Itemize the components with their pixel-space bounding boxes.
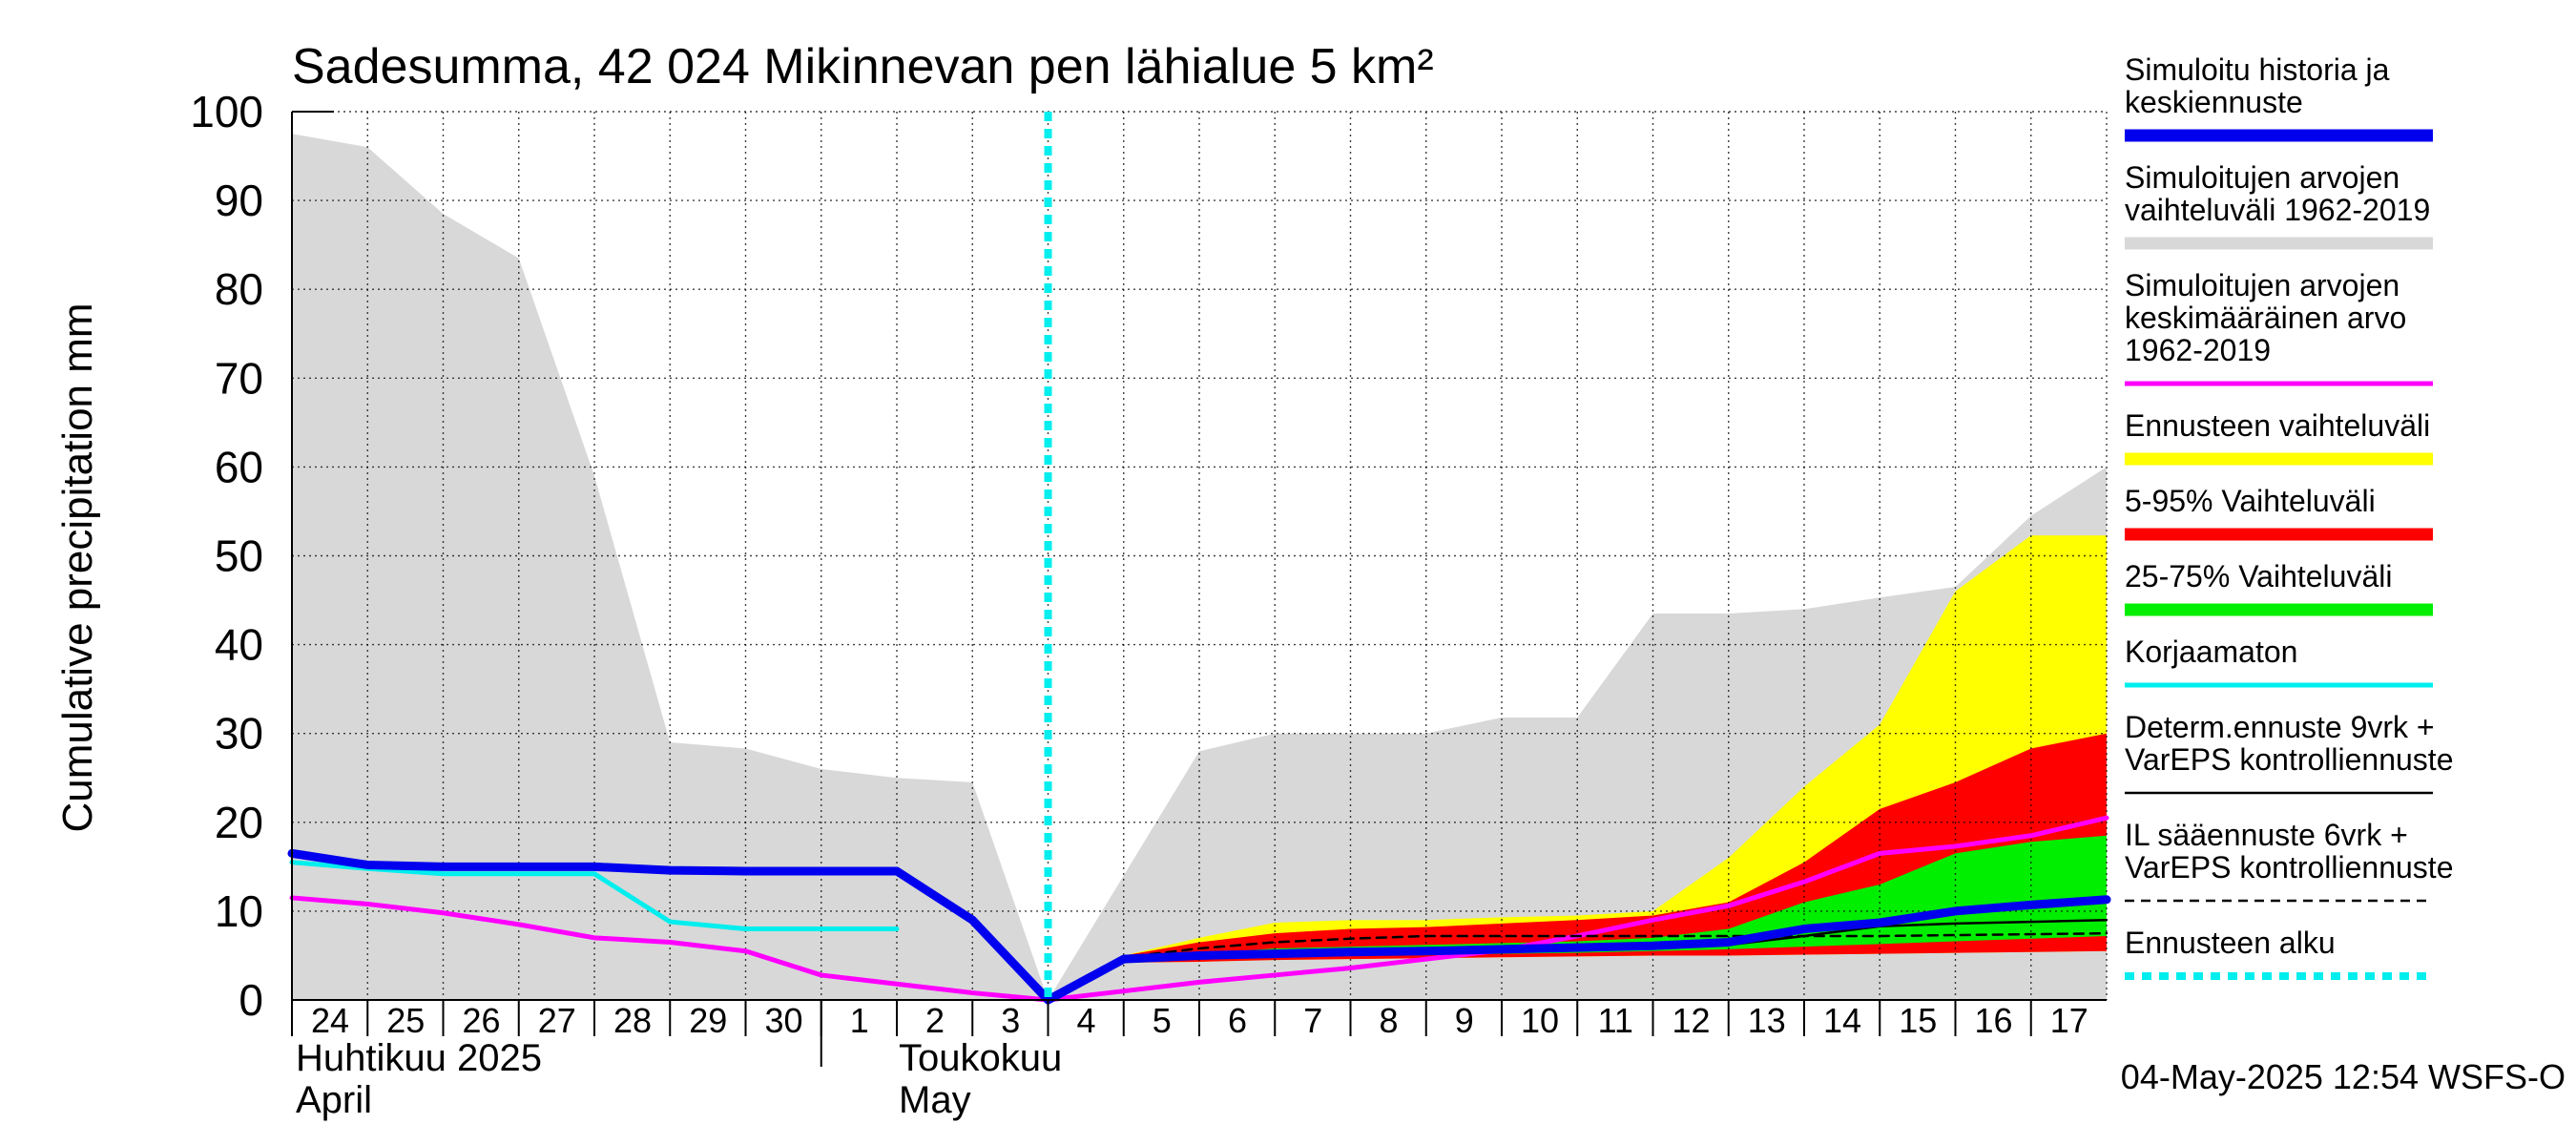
legend-label: IL sääennuste 6vrk + [2125,818,2408,852]
y-tick-label: 40 [215,620,263,670]
y-tick-label: 60 [215,442,263,491]
legend-label: VarEPS kontrolliennuste [2125,742,2453,777]
legend-label: Korjaamaton [2125,635,2297,669]
x-tick-label: 3 [1001,1001,1020,1040]
x-tick-label: 25 [386,1001,425,1040]
legend-label: Ennusteen vaihteluväli [2125,408,2430,443]
legend-label: 1962-2019 [2125,333,2271,367]
x-tick-label: 7 [1303,1001,1322,1040]
y-tick-label: 30 [215,709,263,759]
x-tick-label: 12 [1672,1001,1710,1040]
x-tick-label: 2 [925,1001,945,1040]
x-tick-label: 29 [689,1001,727,1040]
x-tick-label: 10 [1521,1001,1559,1040]
x-tick-label: 4 [1076,1001,1095,1040]
legend-label: Simuloitujen arvojen [2125,268,2399,302]
x-tick-label: 5 [1153,1001,1172,1040]
legend-label: 5-95% Vaihteluväli [2125,484,2376,518]
x-tick-label: 1 [850,1001,869,1040]
legend-label: Simuloitu historia ja [2125,52,2390,87]
legend-label: Ennusteen alku [2125,926,2336,960]
y-tick-label: 20 [215,798,263,847]
legend-label: keskimääräinen arvo [2125,301,2406,335]
series-line-korjaamaton [289,860,900,932]
x-tick-label: 16 [1974,1001,2012,1040]
y-axis-label: Cumulative precipitation mm [54,302,101,832]
x-tick-label: 28 [613,1001,652,1040]
band-simuloitujen-arvojen-vaihteluv-li-1962-2019 [292,134,2107,1000]
x-tick-label: 13 [1748,1001,1786,1040]
legend-label: 25-75% Vaihteluväli [2125,559,2392,593]
x-tick-label: 26 [462,1001,500,1040]
x-tick-label: 24 [311,1001,349,1040]
series-line-simuloitujen-arvojen-keskim-r-inen-arvo-1962-2019 [289,815,2109,1003]
month-label-primary: Huhtikuu 2025 [296,1037,542,1079]
legend-label: keskiennuste [2125,85,2303,119]
y-tick-label: 100 [190,87,263,136]
legend-label: VarEPS kontrolliennuste [2125,850,2453,885]
x-tick-label: 15 [1899,1001,1937,1040]
series-line-il-s-ennuste-6vrk-vareps-kontrolliennuste [1047,931,2109,1002]
x-tick-label: 17 [2050,1001,2088,1040]
y-tick-label: 70 [215,353,263,403]
legend-label: Simuloitujen arvojen [2125,160,2399,195]
x-tick-label: 8 [1379,1001,1398,1040]
y-tick-label: 10 [215,886,263,936]
y-tick-label: 0 [239,975,263,1025]
x-tick-label: 14 [1823,1001,1861,1040]
month-label-secondary: April [296,1079,372,1121]
line-layer [287,112,2111,1005]
legend-label: Determ.ennuste 9vrk + [2125,710,2435,744]
y-tick-label: 50 [215,531,263,581]
y-tick-label: 90 [215,176,263,225]
month-label-primary: Toukokuu [899,1037,1062,1079]
legend-label: vaihteluväli 1962-2019 [2125,193,2430,227]
x-tick-label: 6 [1228,1001,1247,1040]
grid-layer [291,111,2108,1001]
x-tick-label: 9 [1455,1001,1474,1040]
x-tick-label: 30 [764,1001,802,1040]
chart-title: Sadesumma, 42 024 Mikinnevan pen lähialu… [292,39,1434,94]
x-tick-label: 27 [538,1001,576,1040]
month-label-secondary: May [899,1079,971,1121]
y-tick-label: 80 [215,264,263,314]
timestamp: 04-May-2025 12:54 WSFS-O [2121,1057,2566,1096]
series-line-simuloitu-historia-ja-keskiennuste [287,848,2111,1005]
x-tick-label: 11 [1598,1001,1633,1040]
